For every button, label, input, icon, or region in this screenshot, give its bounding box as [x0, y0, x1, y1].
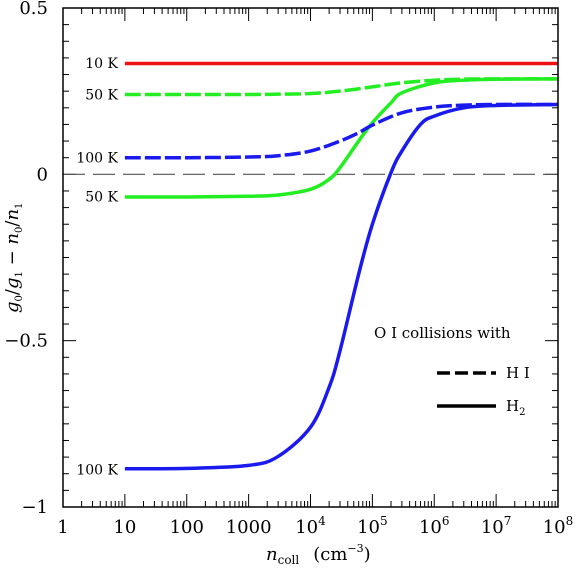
- y-tick-label: −1: [21, 497, 48, 518]
- x-tick-label: 100: [170, 517, 204, 538]
- x-tick-label: 1: [57, 517, 68, 538]
- curve-label: 100 K: [76, 463, 118, 479]
- x-tick-label: 105: [357, 514, 388, 538]
- x-tick-label: 104: [295, 514, 326, 538]
- curve-label: 100 K: [76, 151, 118, 167]
- curve-label: 50 K: [85, 189, 118, 205]
- curve-label: 50 K: [85, 87, 118, 103]
- curve-labels: 10 K 50 K 100 K 50 K 100 K: [76, 56, 118, 479]
- x-tick-label: 106: [419, 514, 450, 538]
- tick-labels: 1 10 100 1000 104 105 106 107 108 0.5 0 −0.5 −1: [4, 0, 573, 538]
- series-line-4: [124, 102, 558, 471]
- y-tick-label: 0: [37, 164, 48, 185]
- legend: O I collisions with H I H2: [374, 324, 530, 418]
- legend-label-h2: H2: [506, 397, 525, 418]
- x-tick-label: 107: [481, 514, 512, 538]
- series-line-2: [124, 77, 558, 199]
- y-axis-title: g0/g1 − n0/n1: [2, 203, 25, 313]
- series-line-1: [124, 77, 558, 97]
- x-tick-label: 10: [113, 517, 136, 538]
- x-axis-title: ncoll (cm−3): [266, 542, 371, 567]
- legend-label-hi: H I: [506, 364, 530, 382]
- series-line-3: [124, 102, 558, 160]
- svg-text:g0/g1 − n0/n1: g0/g1 − n0/n1: [2, 203, 25, 313]
- curve-label: 10 K: [85, 56, 118, 72]
- axis-ticks: [62, 7, 559, 508]
- x-tick-label: 108: [543, 514, 574, 538]
- x-tick-label: 1000: [226, 517, 272, 538]
- y-tick-label: 0.5: [19, 0, 48, 19]
- plot-frame: [62, 7, 559, 508]
- y-tick-label: −0.5: [4, 331, 48, 352]
- legend-title: O I collisions with: [374, 324, 511, 342]
- series-layer: [124, 61, 558, 471]
